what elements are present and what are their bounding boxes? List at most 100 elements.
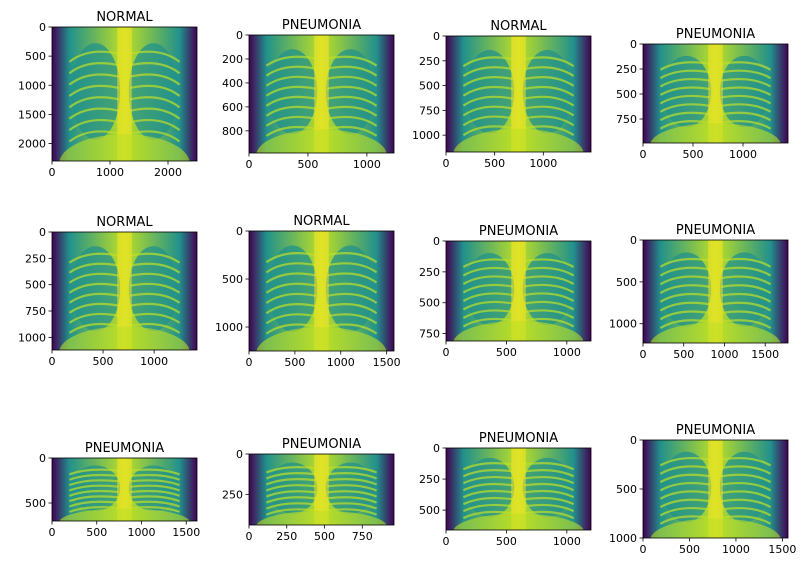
x-tick-label: 2000 (154, 166, 182, 179)
xray-panel: NORMAL 0 1000 2000 0 500 1000 1500 2000 (18, 10, 198, 179)
xray-image (52, 458, 197, 521)
xray-panel: NORMAL 0 500 1000 1500 0 500 1000 (215, 214, 401, 369)
y-tick-label: 0 (236, 29, 243, 42)
y-tick-label: 0 (630, 234, 637, 247)
xray-image (643, 440, 788, 538)
y-tick-label: 0 (236, 225, 243, 238)
y-tick-label: 500 (25, 50, 46, 63)
y-tick-label: 1000 (609, 318, 637, 331)
y-tick-label: 500 (616, 483, 637, 496)
axes-frame (642, 43, 789, 144)
y-tick-label: 500 (616, 276, 637, 289)
axes-frame (51, 457, 198, 522)
y-tick-label: 600 (222, 101, 243, 114)
xray-image (446, 36, 591, 152)
y-tick-label: 750 (419, 104, 440, 117)
xray-image (249, 35, 394, 153)
y-tick-label: 500 (25, 279, 46, 292)
panel-title: NORMAL (96, 215, 153, 230)
x-tick-label: 1000 (553, 346, 581, 359)
x-tick-label: 1000 (353, 158, 381, 171)
x-tick-label: 0 (443, 346, 450, 359)
x-tick-label: 0 (246, 356, 253, 369)
x-tick-label: 1500 (172, 526, 200, 539)
y-tick-label: 0 (630, 434, 637, 447)
y-tick-label: 0 (433, 30, 440, 43)
xray-image (52, 27, 197, 161)
x-tick-label: 0 (443, 535, 450, 548)
x-tick-label: 0 (640, 148, 647, 161)
y-tick-label: 800 (222, 125, 243, 138)
y-tick-label: 0 (236, 448, 243, 461)
axes-frame (642, 239, 789, 344)
axes-frame (248, 230, 395, 352)
x-tick-label: 250 (276, 530, 297, 543)
y-tick-label: 1000 (18, 331, 46, 344)
y-tick-label: 1500 (18, 108, 46, 121)
axes-frame (248, 34, 395, 154)
y-tick-label: 500 (419, 80, 440, 93)
x-tick-label: 0 (49, 166, 56, 179)
y-tick-label: 500 (25, 497, 46, 510)
panel-title: NORMAL (293, 214, 350, 229)
y-tick-label: 0 (433, 442, 440, 455)
xray-image (446, 241, 591, 341)
panel-title: PNEUMONIA (479, 431, 558, 446)
panel-title: PNEUMONIA (676, 27, 755, 42)
panel-title: PNEUMONIA (282, 437, 361, 452)
xray-panel: PNEUMONIA 0 500 1000 0 250 500 (419, 431, 592, 548)
y-tick-label: 0 (433, 235, 440, 248)
y-tick-label: 250 (616, 63, 637, 76)
y-tick-label: 1000 (18, 79, 46, 92)
xray-panel: PNEUMONIA 0 500 1000 1500 0 500 (25, 441, 200, 539)
xray-panel: PNEUMONIA 0 500 1000 0 250 500 750 (419, 224, 592, 359)
xray-image (643, 44, 788, 143)
xray-panel: PNEUMONIA 0 500 1000 1500 0 500 1000 (609, 223, 789, 361)
x-tick-label: 500 (496, 535, 517, 548)
x-tick-label: 0 (49, 355, 56, 368)
x-tick-label: 500 (683, 148, 704, 161)
y-tick-label: 750 (419, 328, 440, 341)
y-tick-label: 750 (616, 113, 637, 126)
x-tick-label: 0 (246, 530, 253, 543)
x-tick-label: 1500 (751, 348, 779, 361)
y-tick-label: 1000 (609, 532, 637, 545)
x-tick-label: 1000 (96, 166, 124, 179)
axes-frame (445, 447, 592, 531)
y-tick-label: 250 (419, 55, 440, 68)
panel-title: NORMAL (96, 10, 153, 25)
xray-panel: PNEUMONIA 0 250 500 750 0 250 (222, 437, 395, 543)
x-tick-label: 1000 (327, 356, 355, 369)
x-tick-label: 500 (496, 346, 517, 359)
y-tick-label: 250 (25, 252, 46, 265)
x-tick-label: 500 (93, 355, 114, 368)
y-tick-label: 1000 (215, 321, 243, 334)
x-tick-label: 1000 (140, 355, 168, 368)
xray-image (249, 454, 394, 525)
y-tick-label: 500 (222, 273, 243, 286)
axes-frame (248, 453, 395, 526)
y-tick-label: 500 (419, 504, 440, 517)
x-tick-label: 1500 (373, 356, 401, 369)
y-tick-label: 0 (630, 38, 637, 51)
axes-frame (445, 35, 592, 153)
xray-panel: PNEUMONIA 0 500 1000 0 250 500 750 (616, 27, 789, 161)
y-tick-label: 500 (419, 297, 440, 310)
panel-title: PNEUMONIA (676, 423, 755, 438)
x-tick-label: 1000 (553, 535, 581, 548)
y-tick-label: 2000 (18, 138, 46, 151)
axes-frame (51, 231, 198, 351)
panel-title: PNEUMONIA (282, 18, 361, 33)
panel-title: NORMAL (490, 19, 547, 34)
y-tick-label: 250 (222, 488, 243, 501)
axes-frame (445, 240, 592, 342)
x-tick-label: 0 (443, 157, 450, 170)
x-tick-label: 1000 (729, 148, 757, 161)
x-tick-label: 1500 (768, 543, 796, 556)
x-tick-label: 0 (246, 158, 253, 171)
x-tick-label: 500 (284, 356, 305, 369)
xray-image (446, 448, 591, 530)
y-tick-label: 0 (39, 21, 46, 34)
x-tick-label: 500 (679, 543, 700, 556)
